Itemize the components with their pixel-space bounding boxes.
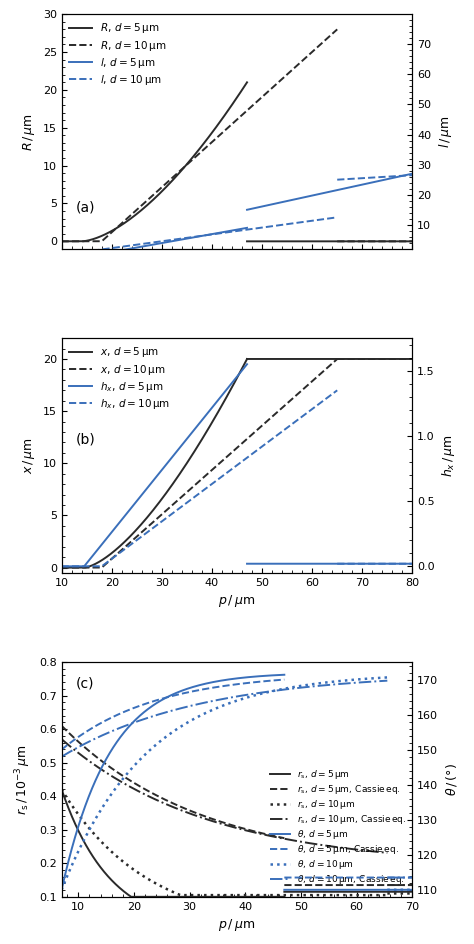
X-axis label: $p\,/\,\mu$m: $p\,/\,\mu$m [219, 918, 255, 934]
Y-axis label: $\theta\,/\,(°)$: $\theta\,/\,(°)$ [444, 763, 459, 796]
Text: (b): (b) [76, 432, 95, 447]
Y-axis label: $x\,/\,\mu$m: $x\,/\,\mu$m [21, 437, 37, 474]
Text: (a): (a) [76, 200, 95, 214]
Text: (c): (c) [76, 677, 94, 691]
Y-axis label: $r_\mathrm{s}\,/\,10^{-3}\,\mu$m: $r_\mathrm{s}\,/\,10^{-3}\,\mu$m [14, 744, 34, 815]
X-axis label: $p\,/\,\mu$m: $p\,/\,\mu$m [219, 593, 255, 609]
Y-axis label: $R\,/\,\mu$m: $R\,/\,\mu$m [21, 112, 37, 150]
Legend: $R,\,d=5\,\mathrm{\mu m}$, $R,\,d=10\,\mathrm{\mu m}$, $l,\,d=5\,\mathrm{\mu m}$: $R,\,d=5\,\mathrm{\mu m}$, $R,\,d=10\,\m… [67, 20, 169, 89]
Legend: $x,\,d=5\,\mathrm{\mu m}$, $x,\,d=10\,\mathrm{\mu m}$, $h_x,\,d=5\,\mathrm{\mu m: $x,\,d=5\,\mathrm{\mu m}$, $x,\,d=10\,\m… [67, 344, 173, 413]
Y-axis label: $h_x\,/\,\mu$m: $h_x\,/\,\mu$m [440, 434, 457, 477]
Legend: $r_\mathrm{s},\,d=5\,\mathrm{\mu m}$, $r_\mathrm{s},\,d=5\,\mathrm{\mu m},\,\mat: $r_\mathrm{s},\,d=5\,\mathrm{\mu m}$, $r… [268, 767, 408, 887]
Y-axis label: $l\,/\,\mu$m: $l\,/\,\mu$m [437, 115, 454, 148]
